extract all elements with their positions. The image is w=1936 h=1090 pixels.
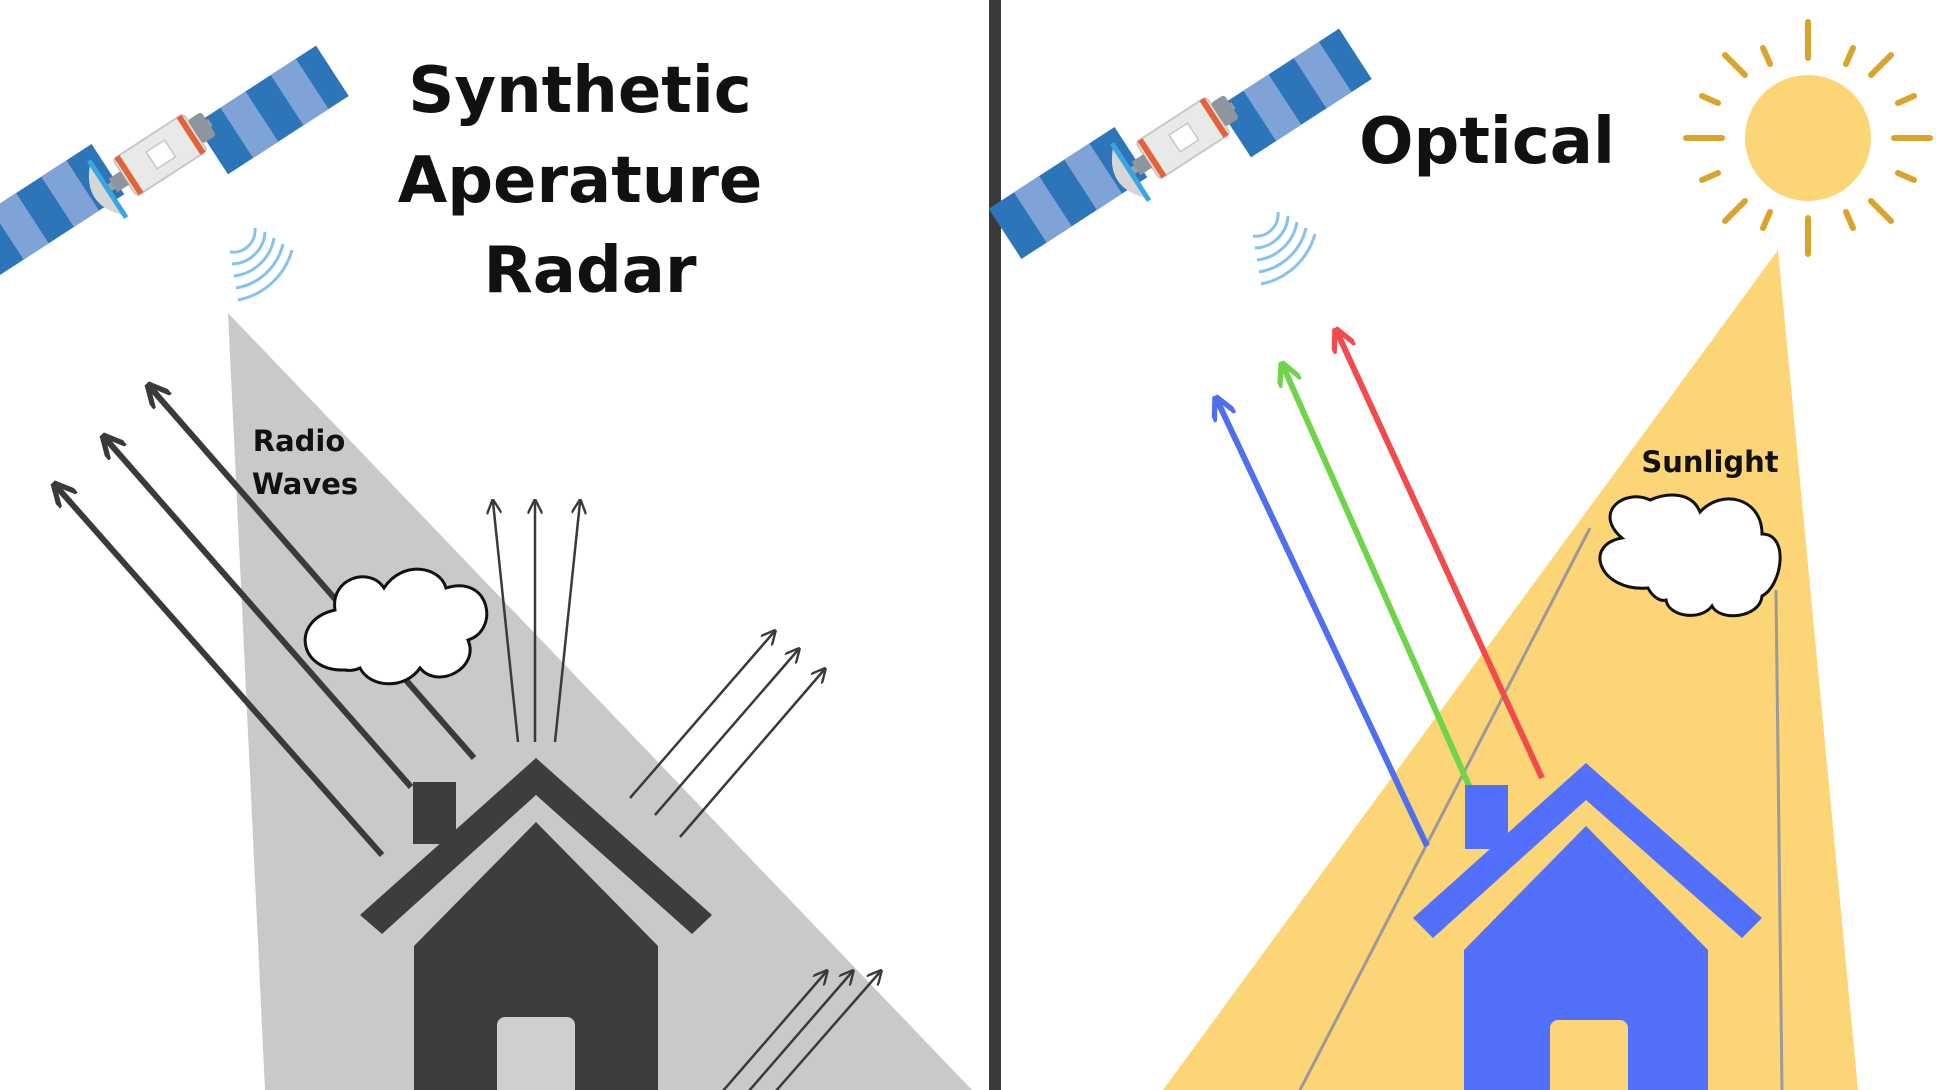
reflected-ray bbox=[1774, 589, 1784, 1090]
sar-scatter-arrow bbox=[722, 972, 826, 1090]
sar-scatter-arrow bbox=[748, 972, 852, 1090]
blue-return-arrow bbox=[1217, 400, 1430, 848]
sar-panel: Synthetic Aperature Radar Radio Waves bbox=[0, 44, 972, 1090]
sar-scatter-arrow bbox=[775, 972, 880, 1090]
sar-return-arrow bbox=[150, 387, 477, 760]
sar-scatter-arrow bbox=[629, 632, 774, 799]
red-return-arrow bbox=[1337, 332, 1545, 780]
sunlight-label: Sunlight bbox=[1641, 445, 1778, 479]
green-return-arrow bbox=[1283, 366, 1473, 790]
reflected-ray bbox=[1298, 527, 1592, 1090]
sar-scatter-arrow bbox=[654, 650, 798, 816]
optical-house-door bbox=[1550, 1020, 1628, 1090]
radio-signal-waves-icon bbox=[229, 227, 294, 302]
panel-divider bbox=[989, 0, 1001, 1090]
sar-return-arrow bbox=[56, 486, 385, 857]
sar-satellite-icon bbox=[0, 44, 350, 278]
sun-icon bbox=[1683, 19, 1933, 257]
sar-scatter-arrow bbox=[553, 502, 580, 743]
optical-panel: Optical Sunlight bbox=[987, 19, 1933, 1090]
radio-waves-label-line-1: Radio bbox=[253, 424, 346, 458]
sar-scatter-arrow bbox=[679, 670, 824, 838]
optical-satellite-icon bbox=[987, 27, 1373, 261]
sar-title-line-3: Radar bbox=[483, 234, 696, 308]
sar-house-door bbox=[497, 1017, 575, 1090]
optical-cloud bbox=[1598, 493, 1782, 618]
sar-return-arrow bbox=[105, 438, 414, 789]
sar-title-line-1: Synthetic bbox=[408, 54, 751, 128]
radio-waves-label-line-2: Waves bbox=[252, 467, 358, 501]
sar-scatter-arrow bbox=[493, 502, 520, 743]
sar-title-line-2: Aperature bbox=[398, 144, 763, 218]
optical-house bbox=[1413, 763, 1762, 1090]
optical-signal-waves-icon bbox=[1252, 211, 1317, 286]
optical-title: Optical bbox=[1359, 105, 1615, 179]
sar-cloud bbox=[303, 567, 489, 686]
sar-house bbox=[360, 758, 712, 1090]
